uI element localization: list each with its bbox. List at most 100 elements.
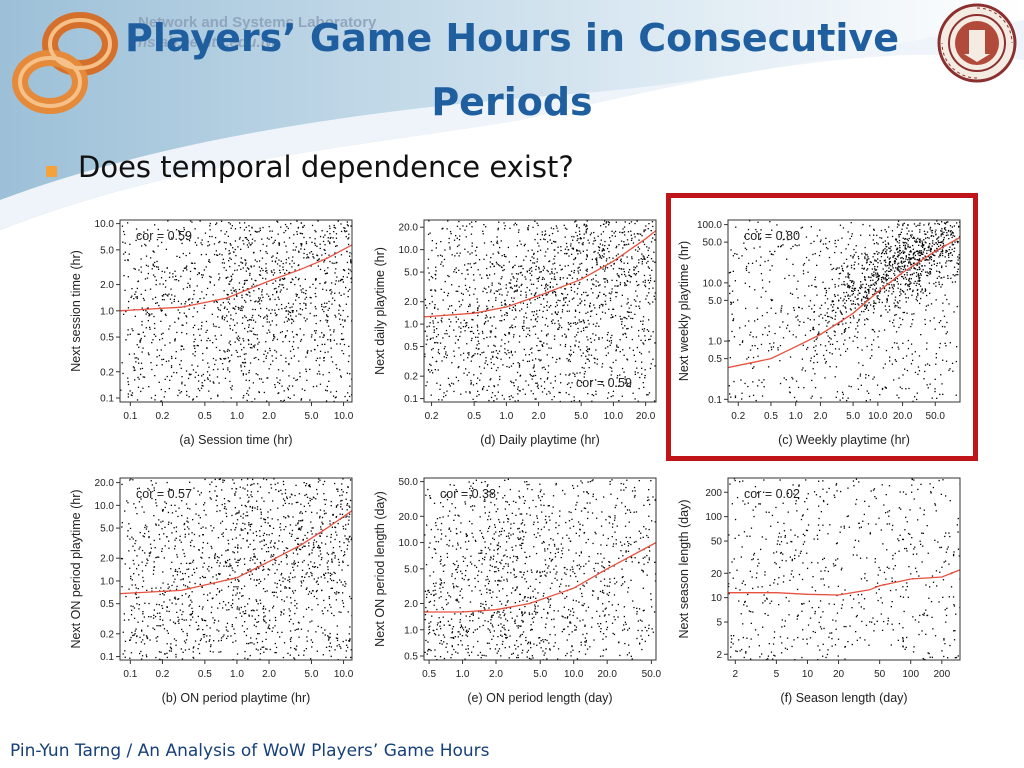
scatter-point [319,243,321,245]
scatter-point [754,289,756,291]
scatter-point [255,280,257,282]
scatter-point [429,363,431,365]
scatter-point [565,335,567,337]
scatter-point [234,507,236,509]
scatter-point [942,247,944,249]
scatter-point [596,322,598,324]
scatter-point [556,313,559,316]
scatter-point [154,394,156,397]
scatter-point [604,286,606,288]
scatter-point [938,347,941,349]
scatter-point [205,320,208,323]
scatter-point [122,241,124,243]
scatter-point [536,222,538,224]
scatter-point [150,397,153,399]
scatter-point [161,358,163,361]
scatter-point [894,245,897,247]
scatter-point [595,285,597,287]
scatter-point [559,358,561,360]
scatter-point [147,352,150,354]
scatter-point [298,360,300,362]
scatter-point [873,339,875,341]
scatter-point [266,269,268,272]
scatter-point [238,265,240,267]
scatter-point [609,297,612,299]
scatter-point [650,258,653,260]
scatter-point [341,319,344,321]
scatter-point [875,281,877,283]
scatter-point [945,223,947,225]
scatter-point [181,594,183,597]
scatter-point [481,388,484,391]
scatter-point [323,360,325,362]
scatter-point [259,229,261,231]
scatter-point [919,302,921,305]
scatter-point [594,239,597,242]
scatter-point [517,386,519,388]
scatter-point [943,276,945,278]
scatter-point [601,311,604,313]
scatter-point [330,356,333,358]
scatter-point [305,289,307,292]
scatter-point [528,360,531,362]
scatter-point [436,328,438,330]
scatter-point [826,331,828,334]
scatter-point [271,320,273,322]
scatter-point [831,317,834,319]
scatter-point [889,261,891,263]
scatter-point [939,262,941,264]
scatter-point [341,279,343,281]
scatter-point [956,240,958,242]
scatter-point [566,282,568,284]
scatter-point [280,260,282,262]
scatter-point [934,390,936,393]
scatter-point [444,280,446,283]
scatter-point [626,256,628,258]
scatter-point [816,264,818,266]
scatter-point [290,223,292,225]
scatter-point [879,290,882,292]
scatter-point [348,272,350,275]
scatter-point [938,281,940,283]
scatter-point [229,558,231,561]
scatter-point [921,240,923,242]
scatter-point [464,278,467,280]
scatter-point [254,230,256,232]
scatter-point [901,256,903,259]
scatter-point [859,314,861,316]
scatter-point [599,284,601,286]
scatter-point [224,351,226,353]
scatter-point [898,262,900,264]
scatter-point [213,382,215,384]
scatter-point [280,612,283,614]
scatter-point [523,316,525,318]
scatter-point [590,383,592,385]
scatter-point [868,264,871,266]
scatter-point [850,309,852,311]
scatter-point [818,333,820,335]
scatter-point [340,323,342,326]
scatter-point [809,360,812,362]
scatter-point [940,251,942,253]
scatter-point [580,355,583,357]
scatter-point [901,387,903,390]
scatter-point [342,353,345,355]
scatter-point [425,304,427,306]
scatter-point [433,326,435,328]
scatter-point [562,293,564,295]
scatter-point [250,484,252,486]
scatter-point [948,229,950,232]
scatter-point [209,275,211,278]
scatter-point [221,262,224,264]
scatter-point [317,220,319,222]
scatter-point [838,348,840,350]
scatter-point [459,335,461,338]
scatter-point [233,298,235,300]
scatter-point [333,329,335,331]
scatter-point [333,224,335,227]
scatter-point [263,353,265,355]
chart-panel-c: 0.2 0.5 1.0 2.0 5.0 10.0 20.0 50.00.10.51.05.01… [677,219,961,447]
scatter-point [525,278,527,280]
scatter-point [188,373,190,375]
scatter-point [464,284,467,287]
